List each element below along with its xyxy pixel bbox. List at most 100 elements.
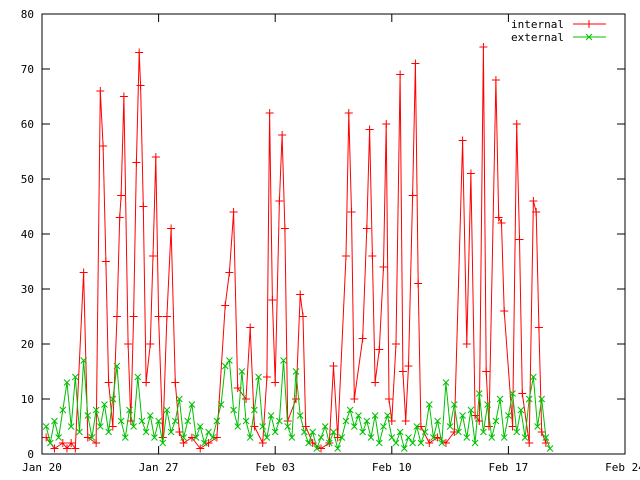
y-tick-label: 10 bbox=[21, 393, 34, 406]
internal-point bbox=[58, 439, 67, 447]
internal-point bbox=[108, 422, 117, 431]
internal-point bbox=[298, 312, 307, 321]
internal-point bbox=[99, 142, 108, 150]
y-tick-label: 60 bbox=[21, 118, 34, 131]
external-point bbox=[438, 439, 446, 447]
external-point bbox=[330, 428, 337, 436]
internal-point bbox=[358, 334, 367, 343]
external-point bbox=[434, 417, 441, 425]
x-tick-label: Jan 20 bbox=[22, 461, 62, 474]
external-point bbox=[259, 423, 267, 430]
external-point bbox=[176, 395, 183, 403]
internal-point bbox=[262, 373, 271, 381]
y-tick-label: 40 bbox=[21, 228, 34, 241]
internal-point bbox=[404, 362, 413, 370]
external-point bbox=[450, 401, 458, 408]
external-point bbox=[88, 434, 96, 441]
external-point bbox=[251, 406, 258, 414]
internal-point bbox=[491, 76, 500, 84]
external-point bbox=[480, 428, 487, 436]
external-point bbox=[375, 439, 383, 447]
legend-label-external: external bbox=[511, 31, 564, 44]
legend-marker-external bbox=[585, 33, 593, 41]
internal-point bbox=[142, 378, 151, 387]
external-point bbox=[284, 423, 292, 430]
internal-point bbox=[242, 395, 251, 403]
external-point bbox=[142, 428, 150, 436]
internal-point bbox=[525, 439, 534, 447]
internal-point bbox=[362, 224, 371, 233]
external-point bbox=[226, 357, 233, 364]
external-point bbox=[484, 401, 491, 408]
internal-point bbox=[379, 263, 388, 271]
external-point bbox=[392, 439, 400, 447]
internal-point bbox=[512, 120, 521, 128]
internal-point bbox=[62, 444, 71, 453]
internal-point bbox=[458, 136, 467, 145]
external-point bbox=[59, 406, 67, 414]
internal-point bbox=[79, 268, 88, 277]
external-point bbox=[317, 434, 325, 441]
internal-point bbox=[396, 70, 405, 79]
internal-point bbox=[221, 301, 230, 310]
external-point bbox=[400, 445, 408, 452]
external-point bbox=[126, 406, 133, 414]
internal-point bbox=[515, 235, 524, 244]
internal-point bbox=[350, 395, 359, 403]
external-point bbox=[221, 362, 229, 370]
external-point bbox=[325, 439, 333, 447]
internal-point bbox=[96, 87, 105, 95]
internal-point bbox=[278, 131, 287, 139]
external-point bbox=[101, 401, 108, 408]
external-point bbox=[63, 379, 71, 386]
x-tick-label: Feb 17 bbox=[489, 461, 529, 474]
x-tick-label: Feb 24 bbox=[605, 461, 640, 474]
external-point bbox=[46, 439, 54, 447]
legend-label-internal: internal bbox=[511, 18, 564, 31]
internal-point bbox=[171, 378, 180, 387]
internal-point bbox=[341, 252, 350, 260]
internal-point bbox=[518, 389, 527, 398]
internal-point bbox=[246, 323, 255, 332]
external-point bbox=[230, 406, 237, 414]
internal-point bbox=[258, 439, 267, 447]
external-point bbox=[288, 434, 296, 441]
internal-point bbox=[154, 312, 163, 321]
external-point bbox=[246, 434, 254, 441]
external-point bbox=[346, 406, 354, 414]
internal-point bbox=[151, 153, 160, 161]
internal-point bbox=[532, 208, 541, 216]
external-point bbox=[167, 428, 175, 436]
external-point bbox=[542, 434, 550, 441]
external-point bbox=[196, 423, 204, 430]
external-point bbox=[205, 428, 212, 436]
external-point bbox=[546, 445, 554, 452]
external-point bbox=[55, 434, 63, 441]
external-point bbox=[363, 417, 371, 425]
internal-point bbox=[462, 340, 471, 348]
external-point bbox=[367, 434, 375, 441]
external-point bbox=[296, 412, 304, 419]
external-point bbox=[96, 423, 104, 430]
external-point bbox=[201, 439, 208, 447]
external-point bbox=[521, 434, 529, 441]
internal-point bbox=[119, 92, 128, 101]
external-point bbox=[380, 423, 387, 430]
external-point bbox=[238, 368, 246, 375]
external-point bbox=[209, 434, 217, 441]
external-point bbox=[180, 434, 187, 441]
external-point bbox=[421, 428, 429, 436]
external-point bbox=[84, 412, 92, 419]
external-point bbox=[442, 379, 450, 386]
internal-point bbox=[329, 362, 338, 370]
external-point bbox=[300, 428, 308, 436]
internal-point bbox=[508, 422, 517, 431]
internal-point bbox=[187, 433, 196, 442]
internal-point bbox=[212, 433, 221, 442]
internal-point bbox=[132, 158, 141, 167]
external-point bbox=[267, 412, 275, 419]
internal-point bbox=[416, 422, 425, 431]
internal-point bbox=[425, 439, 434, 447]
legend-marker-internal bbox=[585, 20, 593, 28]
